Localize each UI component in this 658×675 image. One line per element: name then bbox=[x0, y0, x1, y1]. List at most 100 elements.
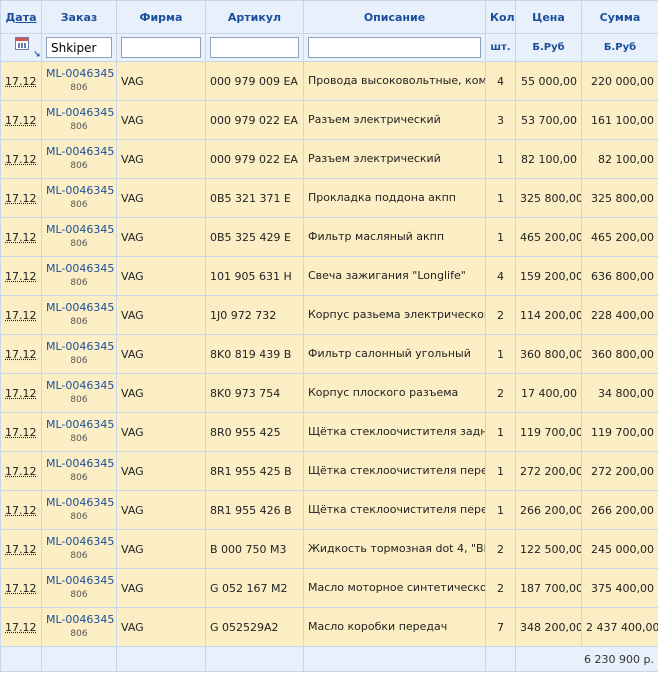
order-link[interactable]: ML-0046345 bbox=[46, 418, 115, 431]
qty-unit: шт. bbox=[485, 33, 516, 62]
column-header-order[interactable]: Заказ bbox=[41, 0, 117, 34]
table-row: 17.12 ML-0046345 806 VAG 8R1 955 425 B Щ… bbox=[0, 451, 658, 491]
description-cell: Провода высоковольтные, комплект bbox=[303, 61, 486, 101]
order-link[interactable]: ML-0046345 bbox=[46, 496, 115, 509]
table-body: 17.12 ML-0046345 806 VAG 000 979 009 EA … bbox=[0, 61, 658, 647]
description-cell: Жидкость тормозная dot 4, "BRAKE FLUID",… bbox=[303, 529, 486, 569]
qty-cell: 2 bbox=[485, 529, 516, 569]
calendar-icon[interactable] bbox=[15, 37, 29, 50]
date-link[interactable]: 17.12 bbox=[5, 425, 37, 439]
qty-cell: 3 bbox=[485, 100, 516, 140]
date-link[interactable]: 17.12 bbox=[5, 503, 37, 517]
brand-cell: VAG bbox=[116, 100, 206, 140]
order-link[interactable]: ML-0046345 bbox=[46, 262, 115, 275]
brand-filter-input[interactable] bbox=[121, 37, 201, 58]
description-filter-input[interactable] bbox=[308, 37, 481, 58]
date-link[interactable]: 17.12 bbox=[5, 152, 37, 166]
filter-row: ↘ шт. Б.Руб Б.Руб bbox=[0, 33, 658, 62]
article-cell: 000 979 022 EA bbox=[205, 139, 304, 179]
brand-cell: VAG bbox=[116, 139, 206, 179]
price-cell: 53 700,00 bbox=[515, 100, 582, 140]
order-link[interactable]: ML-0046345 bbox=[46, 106, 115, 119]
date-link[interactable]: 17.12 bbox=[5, 542, 37, 556]
description-filter-cell bbox=[303, 33, 486, 62]
column-header-article[interactable]: Артикул bbox=[205, 0, 304, 34]
order-subnumber: 806 bbox=[70, 551, 88, 561]
date-cell: 17.12 bbox=[0, 568, 42, 608]
description-cell: Разъем электрический bbox=[303, 100, 486, 140]
column-header-price[interactable]: Цена bbox=[515, 0, 582, 34]
date-cell: 17.12 bbox=[0, 295, 42, 335]
article-cell: 8K0 973 754 bbox=[205, 373, 304, 413]
order-cell: ML-0046345 806 bbox=[41, 529, 117, 569]
date-link[interactable]: 17.12 bbox=[5, 464, 37, 478]
order-filter-input[interactable] bbox=[46, 37, 112, 58]
date-link[interactable]: 17.12 bbox=[5, 620, 37, 634]
table-row: 17.12 ML-0046345 806 VAG 8R1 955 426 B Щ… bbox=[0, 490, 658, 530]
table-row: 17.12 ML-0046345 806 VAG 1J0 972 732 Кор… bbox=[0, 295, 658, 335]
date-cell: 17.12 bbox=[0, 529, 42, 569]
order-subnumber: 806 bbox=[70, 434, 88, 444]
order-link[interactable]: ML-0046345 bbox=[46, 145, 115, 158]
date-link[interactable]: 17.12 bbox=[5, 74, 37, 88]
date-link[interactable]: 17.12 bbox=[5, 386, 37, 400]
order-link[interactable]: ML-0046345 bbox=[46, 379, 115, 392]
column-header-sum[interactable]: Сумма bbox=[581, 0, 658, 34]
brand-cell: VAG bbox=[116, 412, 206, 452]
order-subnumber: 806 bbox=[70, 83, 88, 93]
order-cell: ML-0046345 806 bbox=[41, 373, 117, 413]
article-cell: 1J0 972 732 bbox=[205, 295, 304, 335]
order-link[interactable]: ML-0046345 bbox=[46, 535, 115, 548]
description-cell: Масло коробки передач bbox=[303, 607, 486, 647]
order-subnumber: 806 bbox=[70, 629, 88, 639]
date-link[interactable]: 17.12 bbox=[5, 113, 37, 127]
price-cell: 187 700,00 bbox=[515, 568, 582, 608]
table-row: 17.12 ML-0046345 806 VAG G 052529A2 Масл… bbox=[0, 607, 658, 647]
column-header-brand[interactable]: Фирма bbox=[116, 0, 206, 34]
price-cell: 114 200,00 bbox=[515, 295, 582, 335]
qty-cell: 1 bbox=[485, 139, 516, 179]
total-empty-cell bbox=[116, 646, 206, 672]
order-link[interactable]: ML-0046345 bbox=[46, 223, 115, 236]
qty-cell: 1 bbox=[485, 412, 516, 452]
total-empty-cell bbox=[0, 646, 42, 672]
article-cell: 8K0 819 439 B bbox=[205, 334, 304, 374]
column-header-date[interactable]: Дата bbox=[0, 0, 42, 34]
brand-cell: VAG bbox=[116, 295, 206, 335]
table-row: 17.12 ML-0046345 806 VAG 8K0 819 439 B Ф… bbox=[0, 334, 658, 374]
order-link[interactable]: ML-0046345 bbox=[46, 340, 115, 353]
column-header-description[interactable]: Описание bbox=[303, 0, 486, 34]
price-cell: 159 200,00 bbox=[515, 256, 582, 296]
date-link[interactable]: 17.12 bbox=[5, 230, 37, 244]
order-link[interactable]: ML-0046345 bbox=[46, 613, 115, 626]
price-cell: 122 500,00 bbox=[515, 529, 582, 569]
date-link[interactable]: 17.12 bbox=[5, 347, 37, 361]
qty-cell: 1 bbox=[485, 490, 516, 530]
article-filter-input[interactable] bbox=[210, 37, 299, 58]
qty-cell: 4 bbox=[485, 61, 516, 101]
column-header-qty[interactable]: Кол bbox=[485, 0, 516, 34]
order-subnumber: 806 bbox=[70, 317, 88, 327]
price-cell: 266 200,00 bbox=[515, 490, 582, 530]
date-link[interactable]: 17.12 bbox=[5, 269, 37, 283]
order-link[interactable]: ML-0046345 bbox=[46, 67, 115, 80]
brand-cell: VAG bbox=[116, 334, 206, 374]
qty-cell: 4 bbox=[485, 256, 516, 296]
description-cell: Щётка стеклоочистителя передняя правая bbox=[303, 490, 486, 530]
sort-arrow-icon: ↘ bbox=[33, 50, 41, 60]
order-cell: ML-0046345 806 bbox=[41, 490, 117, 530]
order-link[interactable]: ML-0046345 bbox=[46, 301, 115, 314]
date-link[interactable]: 17.12 bbox=[5, 191, 37, 205]
brand-cell: VAG bbox=[116, 568, 206, 608]
order-link[interactable]: ML-0046345 bbox=[46, 574, 115, 587]
total-empty-cell bbox=[485, 646, 516, 672]
order-link[interactable]: ML-0046345 bbox=[46, 457, 115, 470]
date-link[interactable]: 17.12 bbox=[5, 581, 37, 595]
total-empty-cell bbox=[41, 646, 117, 672]
order-link[interactable]: ML-0046345 bbox=[46, 184, 115, 197]
total-row: 6 230 900 р. bbox=[0, 646, 658, 672]
order-cell: ML-0046345 806 bbox=[41, 256, 117, 296]
date-link[interactable]: 17.12 bbox=[5, 308, 37, 322]
description-cell: Свеча зажигания "Longlife" bbox=[303, 256, 486, 296]
sum-cell: 272 200,00 bbox=[581, 451, 658, 491]
